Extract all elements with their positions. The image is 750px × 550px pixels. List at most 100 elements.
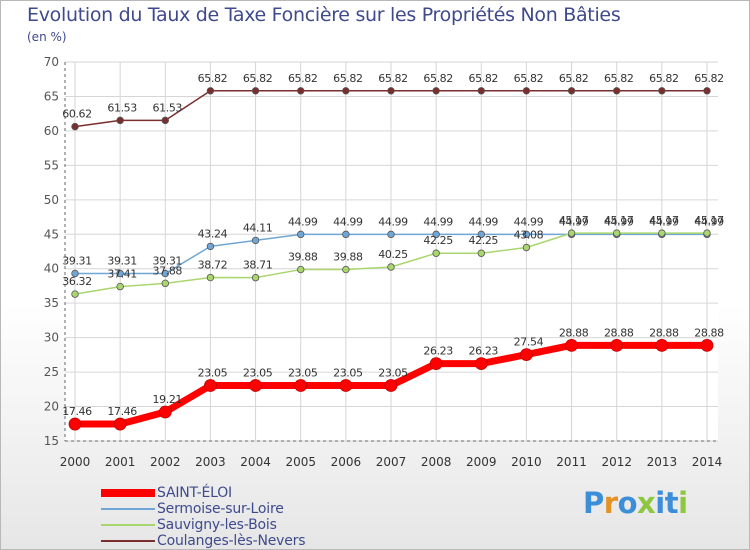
data-point	[522, 87, 531, 95]
data-point	[71, 290, 79, 298]
data-point	[477, 230, 485, 239]
data-point	[251, 87, 260, 95]
data-label: 23.05	[243, 367, 273, 380]
data-label: 39.88	[333, 251, 363, 264]
y-tick-label: 35	[44, 296, 59, 310]
data-point	[613, 229, 621, 237]
x-tick-label: 2009	[466, 455, 497, 469]
data-label: 23.05	[288, 367, 318, 380]
data-point	[297, 230, 305, 239]
legend: SAINT-ÉLOI Sermoise-sur-Loire Sauvigny-l…	[101, 485, 401, 549]
y-tick-label: 70	[44, 55, 59, 69]
data-point	[387, 87, 395, 95]
data-label: 19.21	[153, 393, 183, 406]
legend-swatch-saint-eloi	[101, 489, 155, 497]
data-point	[700, 338, 714, 352]
data-label: 27.54	[514, 336, 544, 349]
data-label: 44.99	[559, 215, 589, 228]
legend-item-sermoise: Sermoise-sur-Loire	[101, 501, 401, 517]
data-label: 61.53	[107, 101, 137, 114]
x-tick-label: 2003	[195, 455, 226, 469]
data-label: 44.11	[243, 221, 273, 234]
data-point	[297, 265, 305, 274]
data-point	[116, 269, 124, 278]
data-point	[206, 242, 215, 251]
legend-label-coulanges: Coulanges-lès-Nevers	[157, 533, 306, 549]
x-tick-label: 2012	[601, 455, 632, 469]
data-point	[161, 269, 169, 278]
data-point	[474, 357, 488, 371]
data-label: 44.99	[333, 215, 363, 228]
data-point	[113, 417, 127, 431]
data-label: 61.53	[153, 101, 183, 114]
y-tick-label: 50	[44, 193, 59, 207]
data-point	[206, 87, 215, 95]
data-point	[161, 279, 169, 288]
data-point	[429, 357, 443, 371]
data-point	[655, 338, 669, 352]
data-label: 65.82	[649, 72, 679, 85]
x-tick-label: 2007	[376, 455, 407, 469]
data-label: 17.46	[62, 405, 92, 418]
legend-item-sauvigny: Sauvigny-les-Bois	[101, 517, 401, 533]
data-label: 65.82	[604, 72, 634, 85]
data-label: 45.17	[604, 214, 634, 227]
data-label: 44.99	[649, 215, 679, 228]
legend-swatch-coulanges	[101, 540, 155, 542]
data-label: 38.71	[243, 259, 273, 272]
data-point	[251, 273, 260, 282]
x-tick-label: 2014	[692, 455, 723, 469]
logo-letter: x	[637, 486, 656, 520]
data-point	[339, 379, 353, 392]
data-point	[565, 338, 578, 352]
x-tick-label: 2001	[105, 455, 136, 469]
data-label: 65.82	[333, 72, 363, 85]
y-tick-label: 45	[44, 227, 59, 241]
y-tick-label: 20	[44, 400, 59, 414]
data-label: 65.82	[469, 72, 499, 85]
data-point	[387, 263, 395, 271]
legend-item-saint-eloi: SAINT-ÉLOI	[101, 485, 401, 501]
data-label: 44.99	[423, 215, 453, 228]
x-tick-label: 2002	[150, 455, 181, 469]
logo-letter: t	[664, 486, 679, 520]
y-tick-label: 25	[44, 365, 59, 379]
data-point	[387, 230, 395, 239]
data-label: 17.46	[107, 405, 137, 418]
data-point	[432, 87, 440, 95]
data-point	[68, 417, 82, 431]
legend-swatch-sermoise	[101, 508, 155, 510]
x-tick-label: 2010	[511, 455, 542, 469]
data-point	[567, 87, 576, 95]
data-label: 39.31	[107, 254, 137, 267]
x-tick-label: 2000	[60, 455, 91, 469]
proxiti-logo: Proxiti	[583, 486, 688, 520]
data-point	[658, 87, 666, 95]
data-label: 43.24	[198, 227, 228, 240]
data-label: 44.99	[378, 215, 408, 228]
data-label: 28.88	[694, 326, 724, 339]
data-label: 65.82	[559, 72, 589, 85]
data-point	[342, 87, 350, 95]
data-label: 44.99	[288, 215, 318, 228]
data-label: 65.82	[514, 72, 544, 85]
data-label: 39.31	[62, 254, 92, 267]
x-tick-label: 2006	[331, 455, 362, 469]
data-point	[161, 116, 169, 125]
data-point	[116, 282, 124, 291]
y-tick-label: 40	[44, 262, 59, 276]
data-point	[384, 379, 398, 392]
data-point	[610, 338, 624, 352]
data-label: 23.05	[198, 367, 228, 380]
x-tick-label: 2005	[285, 455, 316, 469]
data-label: 44.99	[469, 215, 499, 228]
data-point	[71, 122, 79, 131]
chart-title: Evolution du Taux de Taxe Foncière sur l…	[27, 4, 621, 26]
data-label: 65.82	[694, 72, 724, 85]
unit-label: (en %)	[27, 30, 67, 44]
data-label: 45.17	[649, 214, 679, 227]
x-tick-label: 2013	[647, 455, 678, 469]
data-point	[520, 348, 533, 361]
logo-letter: i	[678, 486, 688, 520]
data-point	[116, 116, 124, 125]
